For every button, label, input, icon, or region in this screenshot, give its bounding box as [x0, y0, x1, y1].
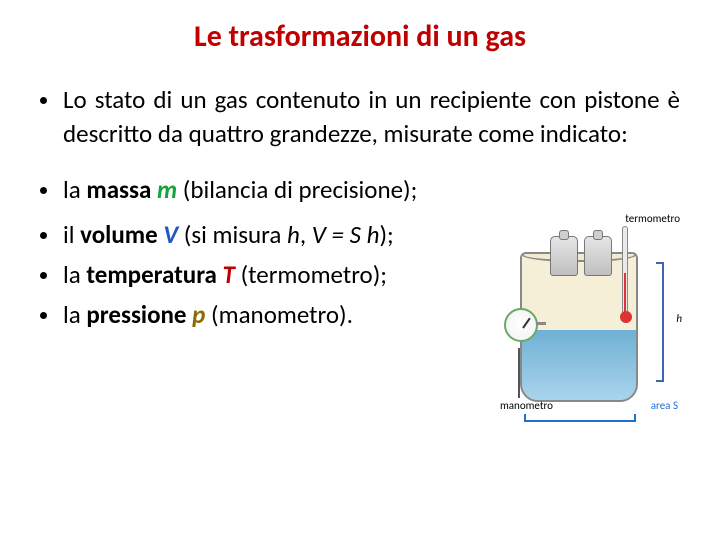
pressione-text: la pressione p (manometro). [63, 298, 353, 332]
intro-text: Lo stato di un gas contenuto in un recip… [63, 83, 680, 151]
temperatura-rest: (termometro); [235, 259, 387, 290]
bullet-volume: il volume V (si misura h, V = S h); [40, 218, 488, 252]
gauge-stem-icon [536, 322, 546, 325]
massa-strong: massa [86, 174, 157, 205]
massa-text: la massa m (bilancia di precisione); [63, 173, 417, 207]
weight-icon [550, 236, 578, 276]
weight-icon [584, 236, 612, 276]
label-termometro: termometro [625, 212, 680, 225]
volume-text: il volume V (si misura h, V = S h); [63, 218, 394, 252]
label-area: area S [651, 399, 678, 412]
bullet-dot-icon [40, 272, 47, 279]
volume-mid: , [300, 219, 312, 250]
bullet-dot-icon [40, 97, 47, 104]
massa-rest: (bilancia di precisione); [177, 174, 417, 205]
manometer-leader-icon [518, 348, 520, 398]
bullet-pressione: la pressione p (manometro). [40, 298, 488, 332]
page-title: Le trasformazioni di un gas [40, 18, 680, 55]
bullet-dot-icon [40, 312, 47, 319]
pressione-strong: pressione [86, 299, 192, 330]
pressione-rest: (manometro). [205, 299, 353, 330]
liquid-region [522, 330, 636, 400]
bullet-dot-icon [40, 232, 47, 239]
volume-h: h [287, 219, 300, 250]
massa-prefix: la [63, 174, 86, 205]
bullet-massa: la massa m (bilancia di precisione); [40, 173, 680, 207]
temperatura-prefix: la [63, 259, 86, 290]
pressione-symbol: p [192, 299, 205, 330]
h-bracket-icon [656, 262, 664, 382]
temperatura-text: la temperatura T (termometro); [63, 258, 387, 292]
volume-symbol: V [163, 219, 178, 250]
thermometer-icon [622, 226, 628, 318]
manometer-gauge-icon [504, 308, 538, 342]
bullet-intro: Lo stato di un gas contenuto in un recip… [40, 83, 680, 151]
area-bracket-icon [524, 414, 636, 422]
massa-symbol: m [157, 174, 177, 205]
volume-eq: V = S h [312, 219, 380, 250]
bullet-temperatura: la temperatura T (termometro); [40, 258, 488, 292]
volume-rest2: ); [379, 219, 393, 250]
volume-prefix: il [63, 219, 80, 250]
label-h: h [676, 312, 682, 325]
pressione-prefix: la [63, 299, 86, 330]
label-manometro: manometro [500, 399, 553, 412]
temperatura-symbol: T [223, 259, 235, 290]
apparatus-figure: termometro h manometro area S [494, 212, 680, 426]
volume-strong: volume [80, 219, 163, 250]
bullet-dot-icon [40, 187, 47, 194]
volume-rest1: (si misura [178, 219, 287, 250]
temperatura-strong: temperatura [86, 259, 222, 290]
gas-region [522, 254, 636, 330]
